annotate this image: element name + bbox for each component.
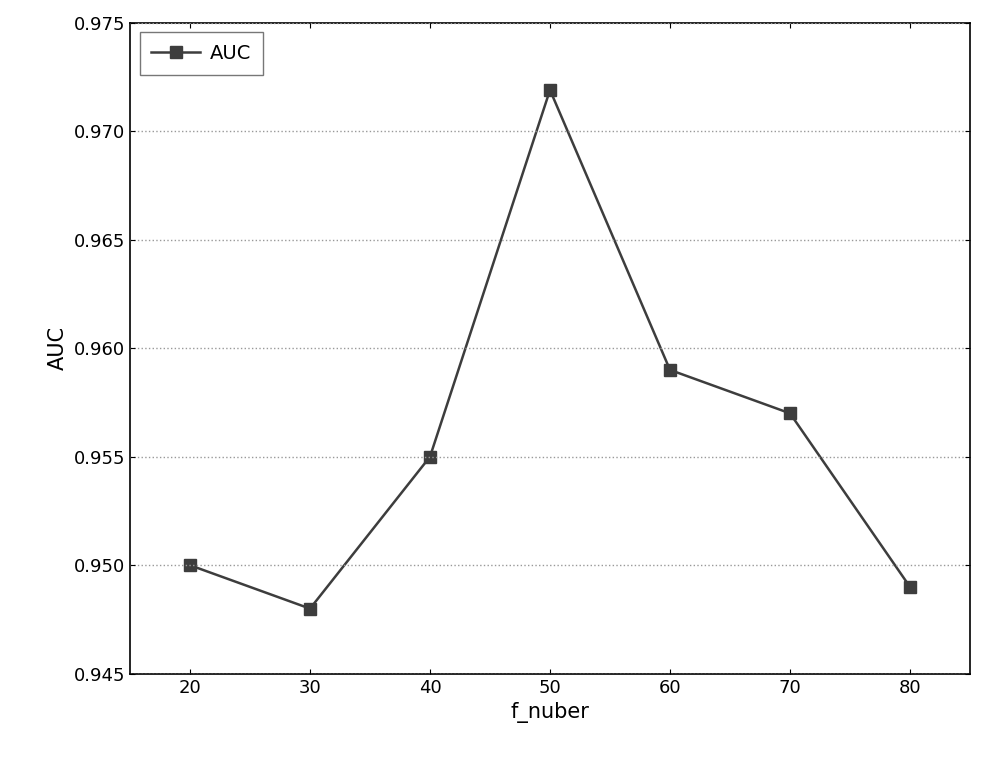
X-axis label: f_nuber: f_nuber [511,702,589,723]
Line: AUC: AUC [184,85,916,614]
AUC [904,582,916,591]
AUC [784,409,796,418]
AUC [424,452,436,461]
AUC [664,366,676,375]
AUC [184,561,196,570]
Legend: AUC: AUC [140,33,263,75]
AUC [304,604,316,613]
Y-axis label: AUC: AUC [48,326,68,370]
AUC [544,86,556,95]
